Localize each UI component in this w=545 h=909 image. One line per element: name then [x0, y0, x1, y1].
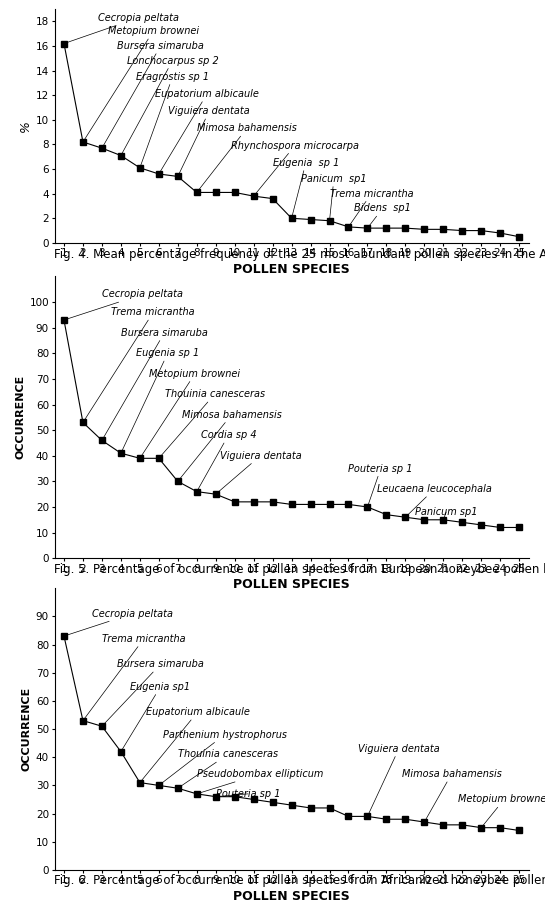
- Text: Panicum sp1: Panicum sp1: [415, 507, 477, 520]
- X-axis label: POLLEN SPECIES: POLLEN SPECIES: [233, 890, 350, 903]
- Text: Mimosa bahamensis: Mimosa bahamensis: [197, 124, 296, 193]
- Text: Bursera simaruba: Bursera simaruba: [102, 328, 208, 440]
- Text: Eugenia  sp 1: Eugenia sp 1: [272, 158, 339, 218]
- Text: Thouinia canesceras: Thouinia canesceras: [178, 749, 278, 788]
- Text: Trema micrantha: Trema micrantha: [83, 307, 195, 423]
- Text: Fig. 4. Mean percentage frequency of the 25 most abundant pollen species in the : Fig. 4. Mean percentage frequency of the…: [54, 248, 545, 261]
- Text: Fig. 5. Percentage of occurrence of pollen species from European honeybee pollen: Fig. 5. Percentage of occurrence of poll…: [54, 563, 545, 575]
- Text: Bursera simaruba: Bursera simaruba: [102, 41, 204, 148]
- Text: Viguiera dentata: Viguiera dentata: [216, 451, 301, 494]
- Text: Pouteria sp 1: Pouteria sp 1: [348, 464, 413, 507]
- Text: Cecropia peltata: Cecropia peltata: [64, 289, 183, 320]
- Text: Viguiera dentata: Viguiera dentata: [168, 106, 250, 176]
- X-axis label: POLLEN SPECIES: POLLEN SPECIES: [233, 578, 350, 591]
- Text: Fig. 6. Percentage of occurrence of pollen species from Africanized honeybee pol: Fig. 6. Percentage of occurrence of poll…: [54, 874, 545, 887]
- Text: Pouteria sp 1: Pouteria sp 1: [216, 789, 280, 799]
- Text: Rhynchospora microcarpa: Rhynchospora microcarpa: [231, 141, 359, 196]
- Y-axis label: %: %: [19, 120, 32, 132]
- Text: Trema micrantha: Trema micrantha: [330, 189, 413, 227]
- Text: Eugenia sp 1: Eugenia sp 1: [121, 348, 199, 454]
- Text: Parthenium hystrophorus: Parthenium hystrophorus: [159, 730, 287, 785]
- Text: Cecropia peltata: Cecropia peltata: [64, 13, 179, 44]
- Text: Mimosa bahamensis: Mimosa bahamensis: [178, 410, 281, 482]
- Y-axis label: OCCURRENCE: OCCURRENCE: [22, 687, 32, 771]
- Text: Eupatorium albicaule: Eupatorium albicaule: [155, 89, 259, 174]
- Text: Bursera simaruba: Bursera simaruba: [102, 659, 204, 726]
- Text: Metopium brownei: Metopium brownei: [83, 26, 199, 142]
- Y-axis label: OCCURRENCE: OCCURRENCE: [15, 375, 25, 459]
- Text: Metopium brownei: Metopium brownei: [140, 369, 240, 458]
- Text: Eugenia sp1: Eugenia sp1: [121, 682, 191, 752]
- Text: Cecropia peltata: Cecropia peltata: [64, 608, 173, 636]
- Text: Mimosa bahamensis: Mimosa bahamensis: [402, 769, 501, 822]
- Text: Cordia sp 4: Cordia sp 4: [197, 430, 256, 492]
- Text: Trema micrantha: Trema micrantha: [83, 634, 185, 721]
- Text: Panicum  sp1: Panicum sp1: [301, 174, 367, 221]
- Text: Thouinia canesceras: Thouinia canesceras: [159, 389, 265, 458]
- Text: Pseudobombax ellipticum: Pseudobombax ellipticum: [197, 769, 323, 794]
- Text: Bidens  sp1: Bidens sp1: [354, 204, 411, 228]
- Text: Metopium brownei: Metopium brownei: [458, 794, 545, 828]
- Text: Eragrostis sp 1: Eragrostis sp 1: [136, 72, 209, 168]
- Text: Eupatorium albicaule: Eupatorium albicaule: [140, 707, 250, 783]
- Text: Viguiera dentata: Viguiera dentata: [358, 744, 440, 816]
- Text: Leucaena leucocephala: Leucaena leucocephala: [377, 484, 492, 517]
- Text: Lonchocarpus sp 2: Lonchocarpus sp 2: [121, 55, 219, 155]
- X-axis label: POLLEN SPECIES: POLLEN SPECIES: [233, 263, 350, 275]
